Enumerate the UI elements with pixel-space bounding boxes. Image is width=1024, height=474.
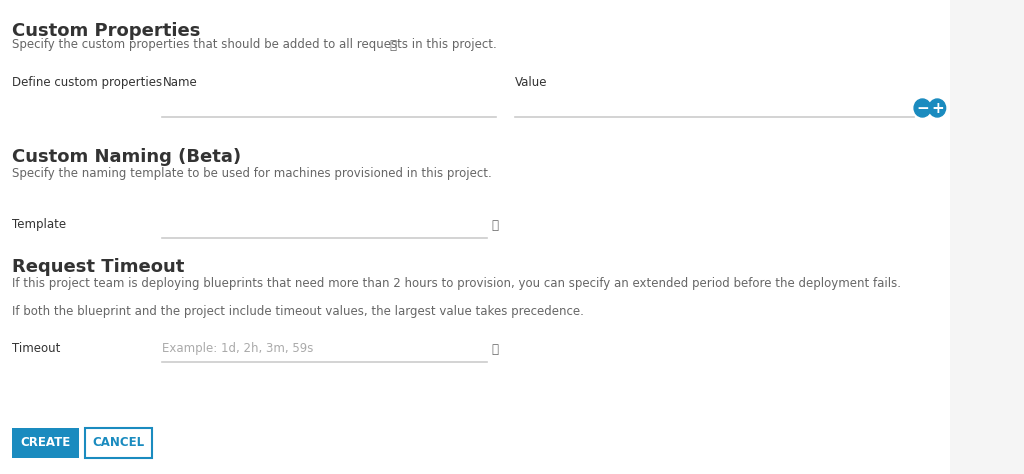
Text: If both the blueprint and the project include timeout values, the largest value : If both the blueprint and the project in…	[12, 305, 584, 318]
Text: Template: Template	[12, 218, 67, 231]
Text: Specify the naming template to be used for machines provisioned in this project.: Specify the naming template to be used f…	[12, 167, 492, 180]
Text: Custom Properties: Custom Properties	[12, 22, 201, 40]
FancyBboxPatch shape	[85, 428, 153, 458]
Text: CANCEL: CANCEL	[93, 437, 144, 449]
Circle shape	[914, 99, 931, 117]
Circle shape	[929, 99, 945, 117]
Text: +: +	[931, 100, 944, 116]
Text: Value: Value	[515, 76, 548, 89]
Text: Custom Naming (Beta): Custom Naming (Beta)	[12, 148, 242, 166]
Text: Specify the custom properties that should be added to all requests in this proje: Specify the custom properties that shoul…	[12, 38, 497, 51]
Text: Example: 1d, 2h, 3m, 59s: Example: 1d, 2h, 3m, 59s	[163, 342, 313, 355]
Text: ⓘ: ⓘ	[492, 219, 499, 232]
Text: CREATE: CREATE	[20, 437, 71, 449]
Text: Request Timeout: Request Timeout	[12, 258, 184, 276]
Text: Name: Name	[163, 76, 198, 89]
Text: −: −	[916, 100, 929, 116]
FancyBboxPatch shape	[0, 0, 950, 474]
Text: ⓘ: ⓘ	[390, 39, 396, 52]
FancyBboxPatch shape	[12, 428, 79, 458]
Text: Define custom properties: Define custom properties	[12, 76, 162, 89]
Text: ⓘ: ⓘ	[492, 343, 499, 356]
Text: Timeout: Timeout	[12, 342, 60, 355]
Text: If this project team is deploying blueprints that need more than 2 hours to prov: If this project team is deploying bluepr…	[12, 277, 901, 290]
